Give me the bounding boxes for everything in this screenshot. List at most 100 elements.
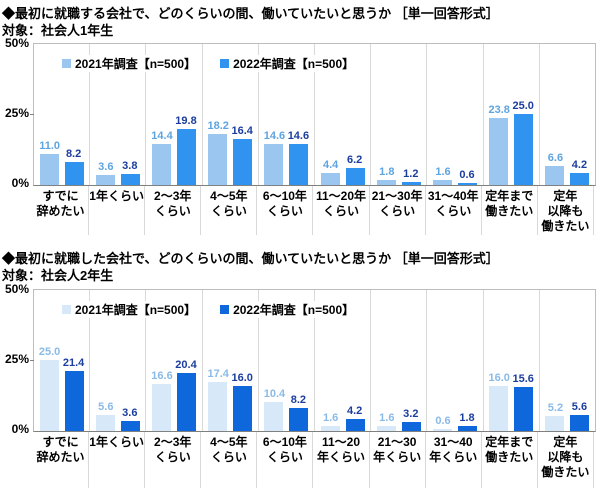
axis-tick-25 xyxy=(30,114,34,115)
value-label-2021: 5.2 xyxy=(547,402,564,414)
bar-2021 xyxy=(152,384,171,431)
bar-2022 xyxy=(120,421,140,431)
category-cell: 6.6 4.2 xyxy=(540,44,595,185)
bar-2022 xyxy=(233,386,253,431)
category-labels-row: すでに 辞めたい 1年くらい 2～3年 くらい 4～5年 くらい 6～10年 くらい 11… xyxy=(33,432,594,488)
value-label-2022: 16.4 xyxy=(231,125,253,137)
bar-2022 xyxy=(458,183,478,185)
bar-2021 xyxy=(152,144,171,185)
chart-subtitle: 対象：社会人2年生 xyxy=(2,268,114,283)
value-label-2022: 19.8 xyxy=(175,115,197,127)
value-label-2022: 1.8 xyxy=(459,412,475,424)
bar-2021 xyxy=(95,415,115,431)
legend-swatch-2022-icon xyxy=(220,305,230,314)
category-cell: 11.0 8.2 xyxy=(34,44,91,185)
bar-2021 xyxy=(320,426,340,431)
category-label: 1年くらい xyxy=(89,432,146,488)
value-label-2022: 5.6 xyxy=(571,401,588,413)
category-label: 11～20年 くらい xyxy=(313,186,370,235)
category-label: 2～3年 くらい xyxy=(145,432,202,488)
bar-2021 xyxy=(95,175,115,185)
category-cell: 4.4 6.2 xyxy=(315,44,372,185)
value-label-2022: 8.2 xyxy=(290,394,307,406)
legend-swatch-2021-icon xyxy=(62,59,71,68)
value-label-2021: 0.6 xyxy=(435,415,451,427)
plot-area: 2021年調査【n=500】 2022年調査【n=500】 25.0 21.4 5.… xyxy=(30,289,596,432)
bar-2021 xyxy=(264,144,284,185)
category-label: 1年くらい xyxy=(89,186,146,235)
legend-item-2022: 2022年調査【n=500】 xyxy=(218,55,357,72)
category-label: 6～10年 くらい xyxy=(257,186,314,235)
value-label-2021: 1.6 xyxy=(379,412,395,424)
bars-region: 25.0 21.4 5.6 3.6 16.6 20.4 17.4 16.0 10.4 8.2 1.6… xyxy=(34,290,595,431)
value-label-2022: 6.2 xyxy=(346,154,363,166)
legend-label-2022: 2022年調査【n=500】 xyxy=(233,303,355,317)
y-tick-50: 50% xyxy=(4,36,29,50)
legend-label-2022: 2022年調査【n=500】 xyxy=(233,57,355,71)
bar-2022 xyxy=(514,387,534,431)
bar-2021 xyxy=(376,180,396,185)
category-cell: 1.6 0.6 xyxy=(427,44,484,185)
category-cell: 16.6 20.4 xyxy=(146,290,203,431)
value-label-2022: 3.6 xyxy=(122,407,138,419)
bar-2022 xyxy=(64,162,84,185)
value-label-2022: 16.0 xyxy=(231,372,253,384)
value-label-2022: 21.4 xyxy=(62,357,85,369)
value-label-2021: 17.4 xyxy=(207,368,229,380)
category-label: 4～5年 くらい xyxy=(201,186,258,235)
category-cell: 17.4 16.0 xyxy=(203,290,259,431)
plot-area: 2021年調査【n=500】 2022年調査【n=500】 11.0 8.2 3.6… xyxy=(30,43,596,186)
bar-2021 xyxy=(433,429,453,431)
legend-swatch-2022-icon xyxy=(220,59,230,68)
category-cell: 5.2 5.6 xyxy=(540,290,595,431)
value-label-2022: 4.2 xyxy=(346,405,363,417)
bar-2022 xyxy=(570,415,590,431)
value-label-2021: 11.0 xyxy=(39,140,61,152)
chart-shakaijin-2nensei: ◆最初に就職した会社で、どのくらいの間、働いていたいと思うか ［単一回答形式］ … xyxy=(0,248,600,490)
y-tick-50: 50% xyxy=(4,282,29,296)
bar-2022 xyxy=(120,174,140,185)
bar-2022 xyxy=(177,373,196,431)
bar-2022 xyxy=(345,168,365,185)
value-label-2021: 10.4 xyxy=(263,388,286,400)
bar-2021 xyxy=(489,118,509,185)
bars-region: 11.0 8.2 3.6 3.8 14.4 19.8 18.2 16.4 14.6 14.6 4.4… xyxy=(34,44,595,185)
value-label-2021: 14.6 xyxy=(263,130,286,142)
y-tick-0: 0% xyxy=(11,176,29,190)
category-label: 定年 以降も 働きたい xyxy=(538,432,594,488)
category-cell: 10.4 8.2 xyxy=(259,290,316,431)
value-label-2022: 0.6 xyxy=(459,169,475,181)
legend-label-2021: 2021年調査【n=500】 xyxy=(75,57,197,71)
value-label-2021: 18.2 xyxy=(207,120,229,132)
bar-2022 xyxy=(177,129,196,185)
category-label: 6～10年 くらい xyxy=(257,432,314,488)
bar-2021 xyxy=(39,154,59,185)
value-label-2021: 5.6 xyxy=(98,401,114,413)
y-tick-25: 25% xyxy=(4,352,29,366)
bar-2022 xyxy=(570,173,590,185)
category-cell: 14.6 14.6 xyxy=(259,44,316,185)
legend-item-2021: 2021年調査【n=500】 xyxy=(60,301,199,318)
category-cell: 3.6 3.8 xyxy=(90,44,147,185)
bar-2021 xyxy=(545,166,565,185)
chart-title: ◆最初に就職する会社で、どのくらいの間、働いていたいと思うか ［単一回答形式］ xyxy=(2,6,499,21)
category-label: 11～20 年くらい xyxy=(313,432,370,488)
legend: 2021年調査【n=500】 2022年調査【n=500】 xyxy=(60,301,357,318)
y-tick-25: 25% xyxy=(4,106,29,120)
category-label: すでに 辞めたい xyxy=(33,432,90,488)
bar-2021 xyxy=(39,360,59,431)
axis-tick-25 xyxy=(30,360,34,361)
value-label-2021: 4.4 xyxy=(322,159,339,171)
category-label: 4～5年 くらい xyxy=(201,432,258,488)
category-cell: 16.0 15.6 xyxy=(484,290,540,431)
category-cell: 5.6 3.6 xyxy=(90,290,147,431)
value-label-2022: 15.6 xyxy=(512,373,534,385)
bar-2021 xyxy=(320,173,340,185)
value-label-2021: 25.0 xyxy=(38,346,61,358)
bar-2021 xyxy=(433,180,453,185)
value-label-2022: 4.2 xyxy=(571,159,588,171)
value-label-2022: 25.0 xyxy=(512,100,534,112)
value-label-2022: 8.2 xyxy=(65,148,82,160)
bar-2022 xyxy=(345,419,365,431)
category-cell: 1.6 4.2 xyxy=(315,290,372,431)
